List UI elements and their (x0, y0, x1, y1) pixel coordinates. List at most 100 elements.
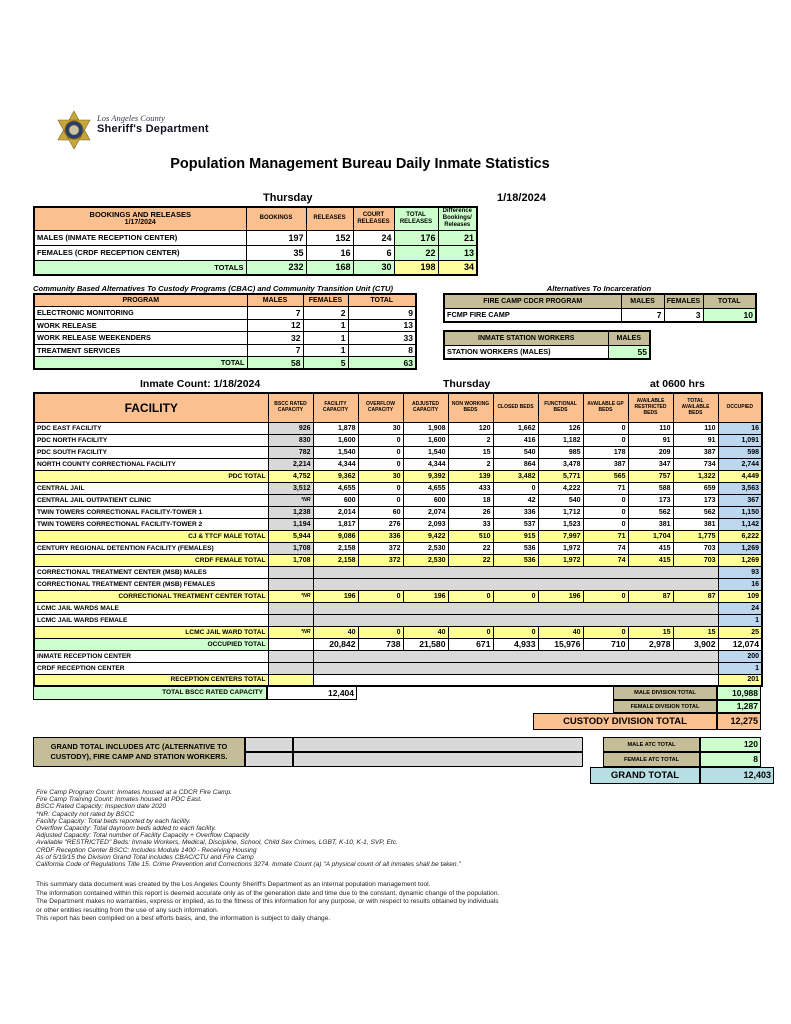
disclaimer-line: This summary data document was created b… (36, 881, 431, 888)
totals-cell: 34 (437, 259, 478, 276)
value-cell: 22 (393, 244, 439, 261)
cbac-row: ELECTRONIC MONITORING 7 2 9 (33, 306, 417, 320)
value-cell: 33 (347, 331, 417, 345)
footnote-line: CRDF Reception Center BSCC: Includes Mod… (36, 846, 257, 854)
fire-camp-table: FIRE CAMP CDCR PROGRAM MALES FEMALES TOTAL … (443, 293, 757, 323)
value-cell: 347 (627, 457, 674, 471)
facility-row: CENTRAL JAIL OUTPATIENT CLINIC *NR 600 0 600… (33, 493, 763, 507)
occupied-cell: 93 (717, 565, 763, 579)
female-atc-value: 8 (700, 752, 761, 767)
fire-camp-header-row: FIRE CAMP CDCR PROGRAM MALES FEMALES TOTAL (443, 293, 757, 309)
facility-label: RECEPTION CENTERS TOTAL (33, 673, 269, 687)
value-cell: 9,086 (312, 529, 359, 543)
value-cell: 4,344 (312, 457, 359, 471)
column-header: FUNCTIONAL BEDS (537, 392, 584, 423)
value-cell: 40 (537, 625, 584, 639)
column-header: Difference Bookings/ Releases (437, 206, 478, 231)
column-header: TOTAL (347, 293, 417, 307)
value-cell: 600 (312, 493, 359, 507)
count-time-caption: at 0600 hrs (650, 378, 705, 390)
value-cell: 588 (627, 481, 674, 495)
column-header: FACILITY (33, 392, 269, 423)
value-cell: 0 (357, 625, 404, 639)
value-cell: 9 (347, 306, 417, 320)
merged-empty-cell (312, 613, 719, 627)
bscc-capacity-cell (267, 649, 314, 663)
facility-row: CORRECTIONAL TREATMENT CENTER TOTAL *NR 19… (33, 589, 763, 603)
bscc-capacity-cell (267, 637, 314, 651)
occupied-cell: 1,142 (717, 517, 763, 531)
value-cell: 0 (447, 589, 494, 603)
report-day: Thursday (263, 192, 313, 204)
bscc-capacity-cell: 1,194 (267, 517, 314, 531)
facility-row: RECEPTION CENTERS TOTAL 201 (33, 673, 763, 687)
row-label: FCMP FIRE CAMP (443, 307, 622, 323)
totals-cell: 58 (246, 356, 304, 370)
column-header: BSCC RATED CAPACITY (267, 392, 314, 423)
footnotes: Fire Camp Program Count: Inmates housed … (36, 789, 756, 868)
value-cell: 74 (582, 541, 629, 555)
facility-row: TWIN TOWERS CORRECTIONAL FACILITY-TOWER … (33, 517, 763, 531)
row-label: STATION WORKERS (MALES) (443, 344, 609, 360)
occupied-cell: 1,150 (717, 505, 763, 519)
bookings-title: BOOKINGS AND RELEASES (89, 210, 191, 220)
bookings-header-row: BOOKINGS AND RELEASES 1/17/2024 BOOKINGS RE… (33, 206, 478, 231)
value-cell: 2,978 (627, 637, 674, 651)
value-cell: 4,933 (492, 637, 539, 651)
occupied-cell: 1,091 (717, 433, 763, 447)
value-cell: 71 (582, 481, 629, 495)
value-cell: 1,182 (537, 433, 584, 447)
value-cell: 196 (537, 589, 584, 603)
value-cell: 0 (357, 445, 404, 459)
value-cell: 1,817 (312, 517, 359, 531)
value-cell: 71 (582, 529, 629, 543)
value-cell: 209 (627, 445, 674, 459)
bscc-capacity-cell (267, 661, 314, 675)
row-label: MALES (INMATE RECEPTION CENTER) (33, 229, 247, 246)
value-cell: 3,478 (537, 457, 584, 471)
bookings-title-cell: BOOKINGS AND RELEASES 1/17/2024 (33, 206, 247, 231)
value-cell: 139 (447, 469, 494, 483)
value-cell: 4,222 (537, 481, 584, 495)
grand-total-note: GRAND TOTAL INCLUDES ATC (ALTERNATIVE TO… (33, 737, 245, 767)
footnote-line: Overflow Capacity: Total dayroom beds ad… (36, 825, 216, 833)
totals-cell: 63 (347, 356, 417, 370)
facility-label: TWIN TOWERS CORRECTIONAL FACILITY-TOWER … (33, 517, 269, 531)
row-label: ELECTRONIC MONITORING (33, 306, 248, 320)
value-cell: 178 (582, 445, 629, 459)
value-cell: 540 (492, 445, 539, 459)
value-cell: 35 (245, 244, 307, 261)
male-atc-label: MALE ATC TOTAL (603, 737, 700, 752)
value-cell: 1,878 (312, 421, 359, 435)
facility-row: CENTURY REGIONAL DETENTION FACILITY (FEM… (33, 541, 763, 555)
value-cell: 12 (246, 318, 304, 332)
bscc-capacity-cell: 1,708 (267, 541, 314, 555)
value-cell: 0 (582, 517, 629, 531)
page-title: Population Management Bureau Daily Inmat… (170, 156, 550, 172)
value-cell: 4,655 (402, 481, 449, 495)
bscc-capacity-cell: 3,512 (267, 481, 314, 495)
bscc-capacity-cell: *NR (267, 625, 314, 639)
facility-row: NORTH COUNTY CORRECTIONAL FACILITY 2,214 4… (33, 457, 763, 471)
cbac-row: WORK RELEASE WEEKENDERS 32 1 33 (33, 331, 417, 345)
value-cell: 1,600 (402, 433, 449, 447)
occupied-cell: 367 (717, 493, 763, 507)
footnote-line: California Code of Regulations Title 15.… (36, 861, 461, 869)
facility-label: LCMC JAIL WARD TOTAL (33, 625, 269, 639)
facility-row: INMATE RECEPTION CENTER 200 (33, 649, 763, 663)
cbac-section-title: Community Based Alternatives To Custody … (33, 284, 394, 293)
totals-cell: 198 (393, 259, 439, 276)
value-cell: 336 (357, 529, 404, 543)
footnote-line: Fire Camp Program Count: Inmates housed … (36, 789, 233, 796)
column-header: CLOSED BEDS (492, 392, 539, 423)
facility-row: CJ & TTCF MALE TOTAL 5,944 9,086 336 9,422 51… (33, 529, 763, 543)
value-cell: 60 (357, 505, 404, 519)
fire-camp-row: FCMP FIRE CAMP 7 3 10 (443, 307, 757, 323)
value-cell: 42 (492, 493, 539, 507)
facility-label: NORTH COUNTY CORRECTIONAL FACILITY (33, 457, 269, 471)
value-cell: 710 (582, 637, 629, 651)
value-cell: 110 (627, 421, 674, 435)
column-header: FACILITY CAPACITY (312, 392, 359, 423)
value-cell: 738 (357, 637, 404, 651)
merged-empty-cell (312, 601, 719, 615)
